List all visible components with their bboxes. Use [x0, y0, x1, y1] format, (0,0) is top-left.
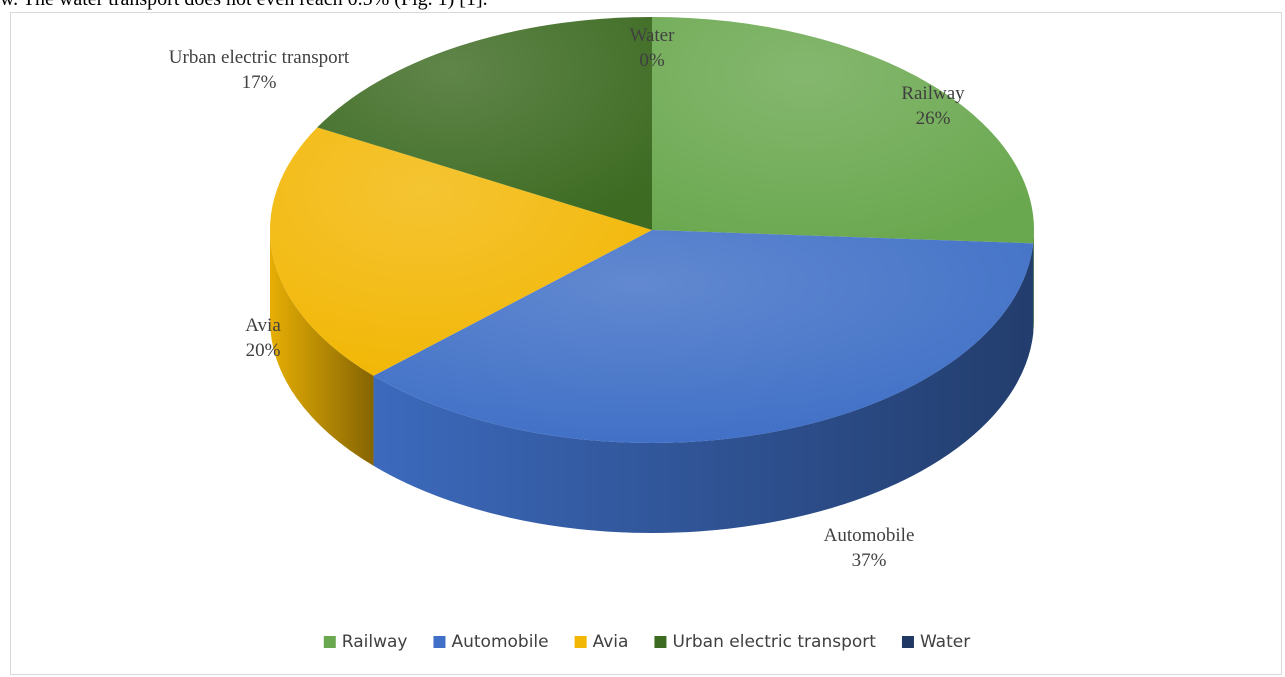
slice-label-urban-electric-transport: Urban electric transport 17% — [169, 47, 350, 93]
legend-item-automobile[interactable]: Automobile — [433, 632, 549, 652]
legend-label-urban-electric-transport: Urban electric transport — [672, 632, 876, 652]
legend-item-water[interactable]: Water — [901, 632, 970, 652]
slice-automobile-shine — [373, 230, 1034, 444]
legend-label-railway: Railway — [342, 632, 408, 652]
legend-swatch-automobile — [433, 636, 446, 648]
legend-label-water: Water — [920, 632, 970, 652]
cropped-caption-text: w. The water transport does not even rea… — [0, 0, 488, 12]
slice-side-railway-shade — [1033, 230, 1034, 334]
pie-chart: Railway 26% Automobile 37% Avia 20% Urban elec… — [169, 17, 1034, 652]
chart-area: Railway 26% Automobile 37% Avia 20% Urban elec… — [10, 12, 1282, 675]
slice-label-water: Water 0% — [630, 25, 676, 71]
slice-urban-electric-transport-shine — [317, 17, 652, 230]
legend-swatch-avia — [574, 636, 587, 648]
legend-item-avia[interactable]: Avia — [574, 632, 629, 652]
legend-item-urban-electric-transport[interactable]: Urban electric transport — [654, 632, 876, 652]
legend-swatch-railway — [323, 636, 336, 648]
slice-label-railway: Railway 26% — [901, 83, 965, 129]
slice-railway-shine — [652, 17, 1034, 244]
legend-label-automobile: Automobile — [451, 632, 548, 652]
legend-item-railway[interactable]: Railway — [323, 632, 408, 652]
slice-side-automobile-shade — [373, 243, 1034, 533]
slice-label-avia: Avia 20% — [245, 315, 281, 361]
legend-swatch-urban-electric-transport — [654, 636, 667, 648]
legend-label-avia: Avia — [593, 632, 629, 652]
slice-avia-shine — [270, 127, 652, 376]
legend-swatch-water — [901, 636, 914, 648]
slice-side-avia-shade — [270, 230, 374, 466]
slice-label-automobile: Automobile 37% — [824, 525, 915, 571]
